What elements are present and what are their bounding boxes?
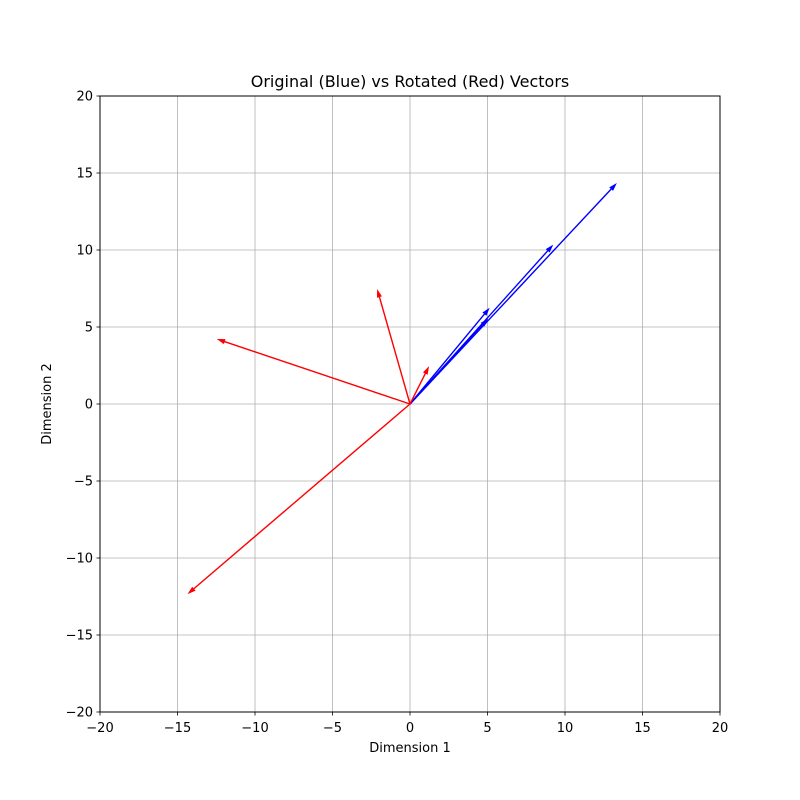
vector-head [187,586,196,595]
vectors [187,183,617,595]
vector-arrow [409,307,490,405]
y-tick-label: −10 [66,552,93,567]
x-tick-label: 5 [483,721,491,736]
vector-head [376,289,382,298]
x-tick-label: 10 [557,721,574,736]
vector-head [482,307,490,316]
vector-arrow [376,289,411,405]
vector-head [422,366,430,375]
vector-arrow [187,403,411,595]
y-tick-label: −5 [74,475,93,490]
y-tick-label: −15 [66,629,93,644]
y-tick-label: 15 [76,167,93,182]
x-tick-label: −10 [241,721,268,736]
x-tick-label: 15 [634,721,651,736]
vector-shaft [409,372,427,405]
x-tick-label: −5 [323,721,342,736]
y-tick-label: 0 [85,398,93,413]
vector-shaft [378,296,411,405]
x-tick-label: 0 [406,721,414,736]
vector-shaft [409,188,612,405]
x-tick-label: 20 [712,721,729,736]
x-tick-label: −20 [86,721,113,736]
vector-head [545,244,554,253]
vector-arrow [409,366,430,405]
vector-arrow [216,339,411,405]
vector-shaft [224,340,411,405]
vector-arrow [409,183,617,405]
ticks: −20 −15 −10 −5 0 5 10 15 20 −20 −15 −10 −5 0 5 10 15 20 [66,90,729,737]
vector-head [216,339,226,345]
y-tick-label: 5 [85,321,93,336]
y-tick-label: −20 [66,706,93,721]
y-tick-label: 10 [76,244,93,259]
vector-shaft [409,313,486,405]
x-tick-label: −15 [164,721,191,736]
y-tick-label: 20 [76,90,93,105]
vector-head [609,183,617,191]
y-axis-label: Dimension 2 [40,363,55,445]
chart-title: Original (Blue) vs Rotated (Red) Vectors [251,72,569,91]
vector-shaft [193,403,411,590]
x-axis-label: Dimension 1 [369,741,451,756]
